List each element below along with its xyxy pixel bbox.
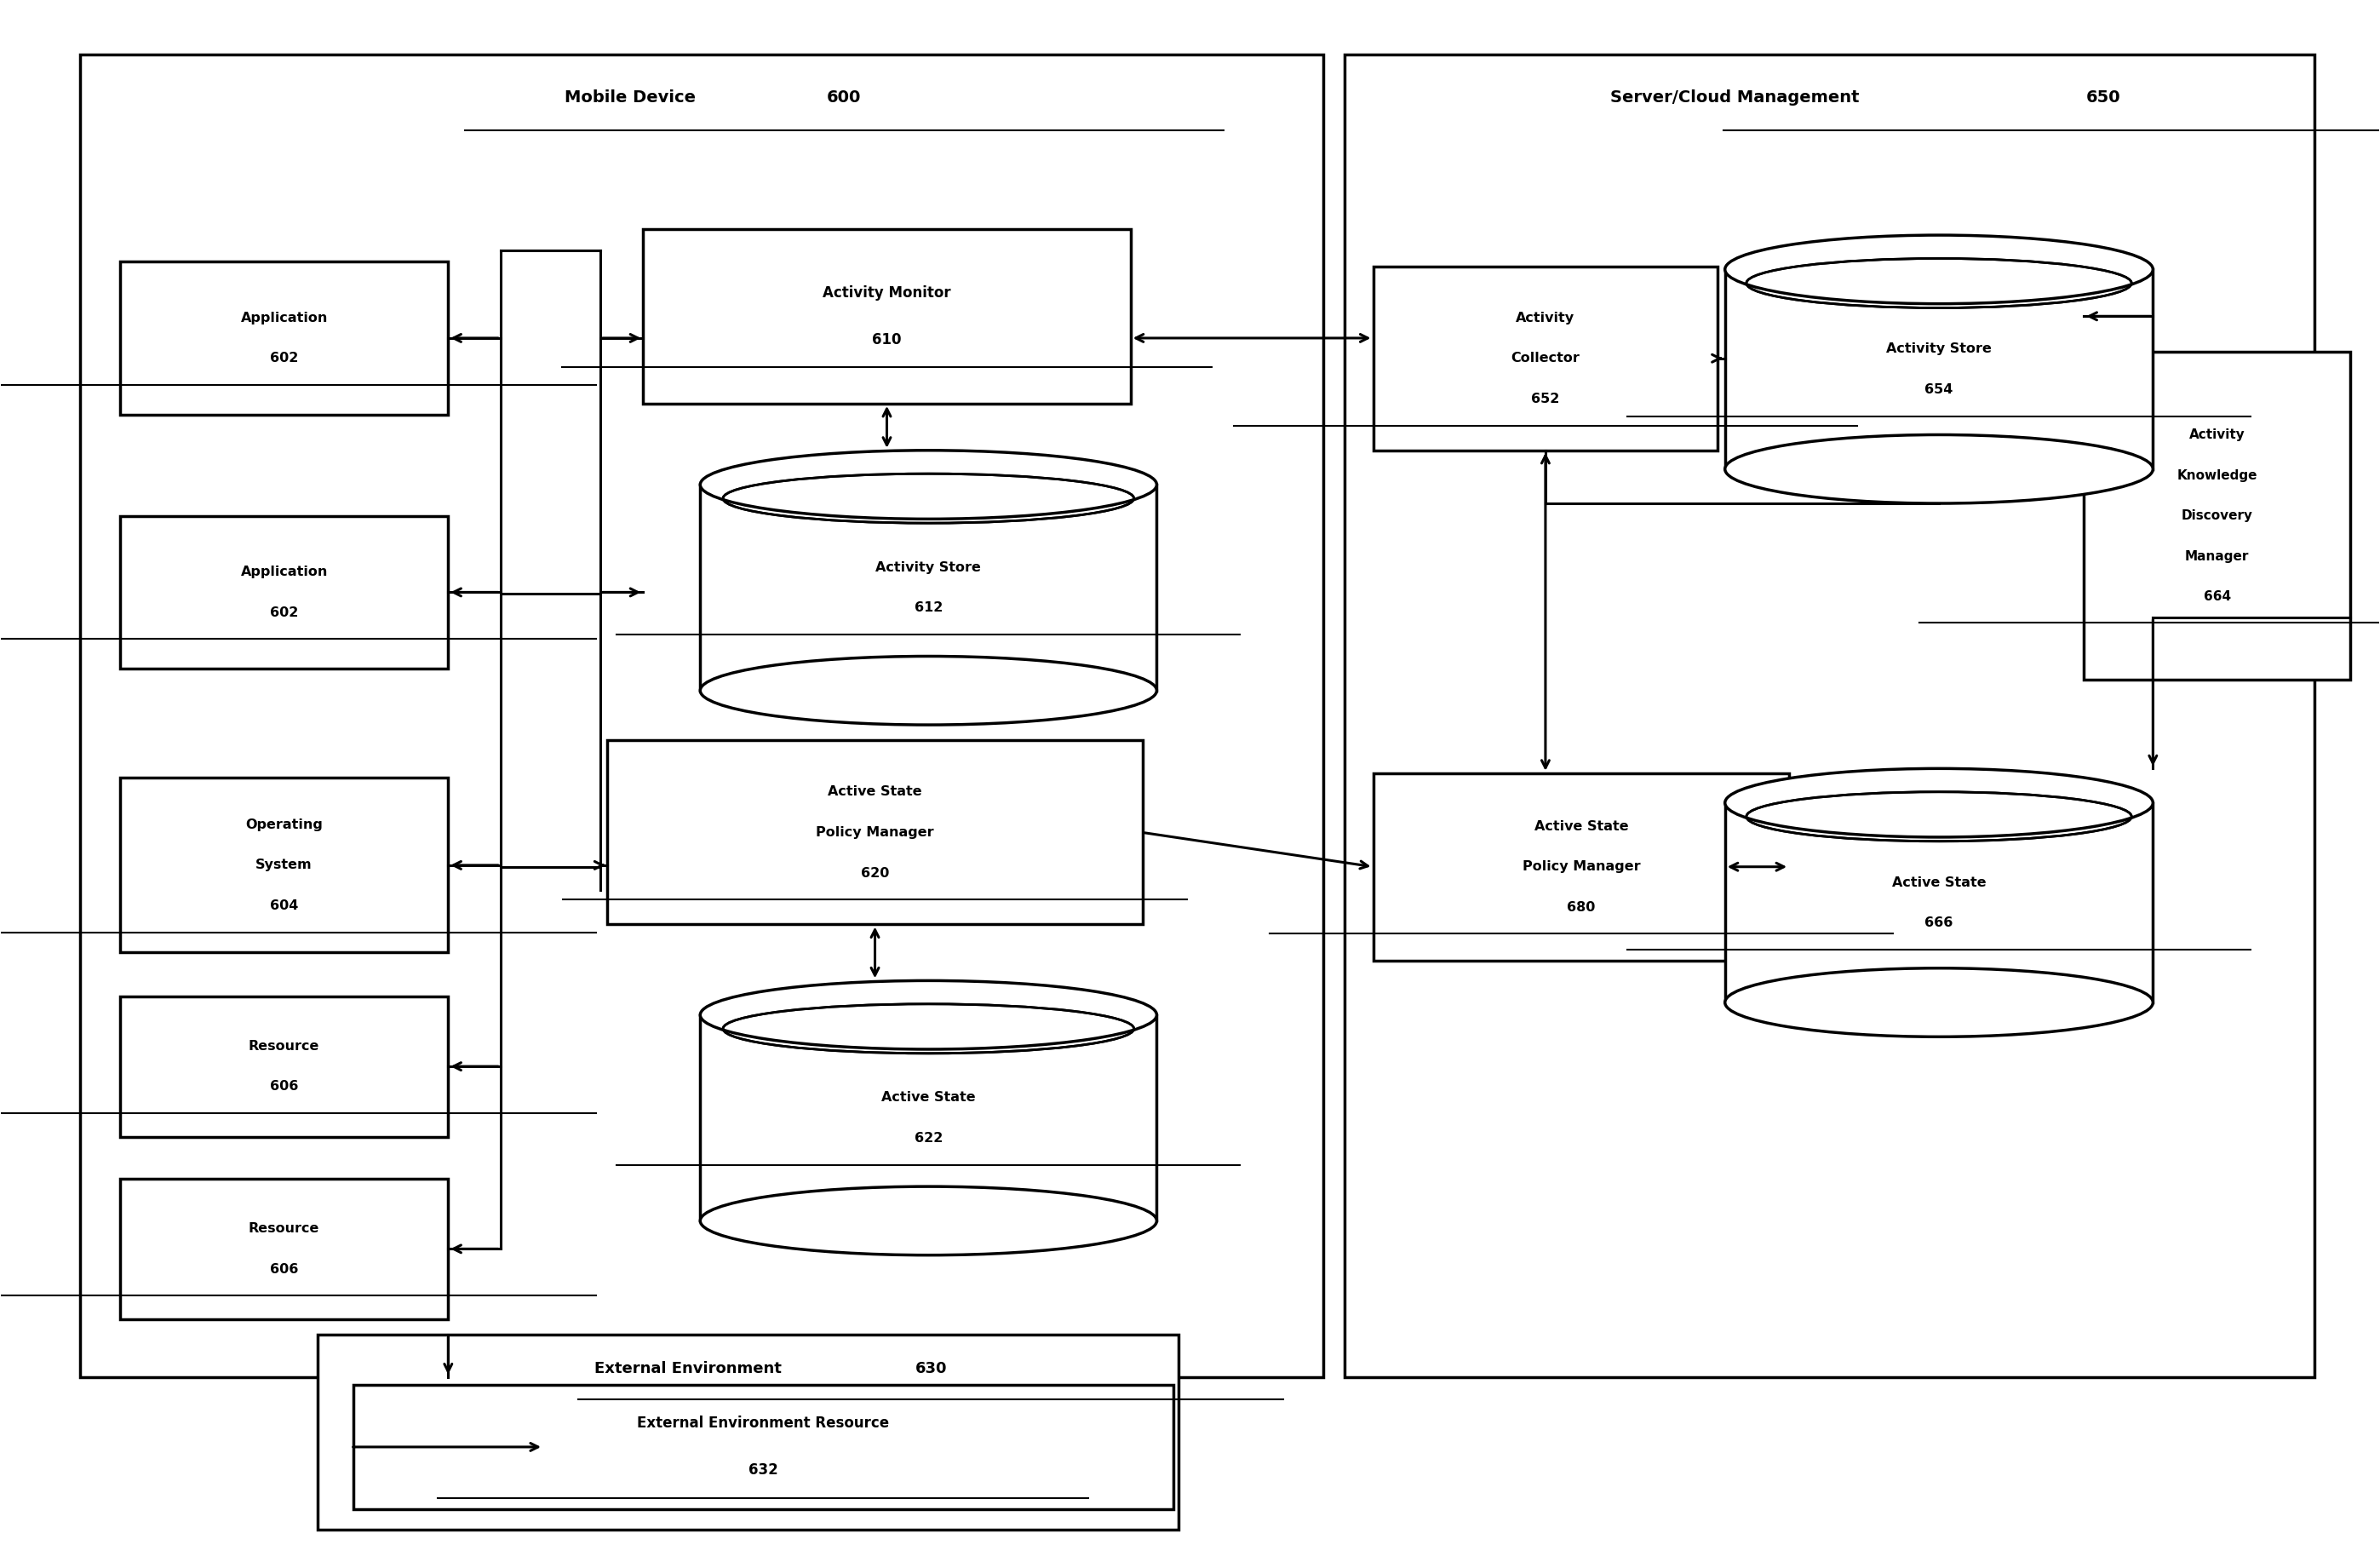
Text: 620: 620 bbox=[862, 867, 890, 879]
Bar bbox=[2085, 351, 2351, 679]
Text: Active State: Active State bbox=[828, 786, 921, 798]
Text: External Environment Resource: External Environment Resource bbox=[638, 1415, 890, 1431]
Text: 666: 666 bbox=[1925, 917, 1954, 929]
Text: 604: 604 bbox=[269, 900, 298, 912]
Text: Application: Application bbox=[240, 311, 328, 325]
Bar bbox=[700, 1015, 1157, 1221]
Text: 664: 664 bbox=[2204, 590, 2230, 603]
Ellipse shape bbox=[1726, 236, 2154, 303]
Bar bbox=[643, 230, 1130, 403]
Text: 680: 680 bbox=[1566, 901, 1595, 914]
Ellipse shape bbox=[700, 450, 1157, 519]
Text: 600: 600 bbox=[826, 89, 862, 106]
Ellipse shape bbox=[1726, 968, 2154, 1037]
Text: Activity Store: Activity Store bbox=[876, 561, 981, 573]
Text: Server/Cloud Management: Server/Cloud Management bbox=[1609, 89, 1859, 106]
Text: 602: 602 bbox=[269, 606, 298, 619]
Text: Activity: Activity bbox=[2190, 428, 2244, 440]
Bar bbox=[79, 55, 1323, 1376]
Text: 622: 622 bbox=[914, 1132, 942, 1145]
Bar bbox=[119, 515, 447, 669]
Text: 632: 632 bbox=[747, 1462, 778, 1478]
Text: Resource: Resource bbox=[248, 1221, 319, 1236]
Bar bbox=[317, 1334, 1178, 1529]
Ellipse shape bbox=[700, 656, 1157, 725]
Text: System: System bbox=[255, 859, 312, 872]
Text: Activity: Activity bbox=[1516, 311, 1576, 325]
Bar bbox=[352, 1384, 1173, 1509]
Text: 606: 606 bbox=[269, 1081, 298, 1093]
Ellipse shape bbox=[1726, 769, 2154, 837]
Ellipse shape bbox=[700, 981, 1157, 1050]
Text: 652: 652 bbox=[1530, 392, 1559, 405]
Bar bbox=[700, 484, 1157, 690]
Bar bbox=[1373, 773, 1790, 961]
Text: Application: Application bbox=[240, 565, 328, 578]
Bar bbox=[119, 778, 447, 953]
Text: Operating: Operating bbox=[245, 818, 324, 831]
Text: 610: 610 bbox=[871, 333, 902, 347]
Bar bbox=[119, 997, 447, 1137]
Text: Active State: Active State bbox=[881, 1092, 976, 1104]
Text: Resource: Resource bbox=[248, 1040, 319, 1053]
Text: Active State: Active State bbox=[1892, 876, 1985, 889]
Bar bbox=[1373, 266, 1718, 450]
Text: Policy Manager: Policy Manager bbox=[1523, 861, 1640, 873]
Text: 606: 606 bbox=[269, 1262, 298, 1276]
Bar bbox=[1726, 269, 2154, 469]
Text: 602: 602 bbox=[269, 351, 298, 364]
Text: 630: 630 bbox=[914, 1362, 947, 1376]
Text: External Environment: External Environment bbox=[595, 1362, 783, 1376]
Text: Activity Monitor: Activity Monitor bbox=[823, 286, 952, 300]
Text: 612: 612 bbox=[914, 601, 942, 614]
Text: Manager: Manager bbox=[2185, 550, 2249, 562]
Text: Discovery: Discovery bbox=[2182, 509, 2254, 522]
Text: 650: 650 bbox=[2085, 89, 2121, 106]
Bar bbox=[1726, 803, 2154, 1003]
Text: Policy Manager: Policy Manager bbox=[816, 826, 933, 839]
Text: Active State: Active State bbox=[1535, 820, 1628, 833]
Bar bbox=[1345, 55, 2316, 1376]
Bar bbox=[119, 1179, 447, 1318]
Text: Knowledge: Knowledge bbox=[2178, 469, 2256, 481]
Text: Collector: Collector bbox=[1511, 351, 1580, 364]
Bar bbox=[119, 262, 447, 414]
Text: Mobile Device: Mobile Device bbox=[564, 89, 695, 106]
Ellipse shape bbox=[700, 1187, 1157, 1256]
Text: 654: 654 bbox=[1925, 383, 1954, 395]
Text: Activity Store: Activity Store bbox=[1887, 342, 1992, 356]
Ellipse shape bbox=[1726, 434, 2154, 503]
Bar bbox=[607, 740, 1142, 925]
